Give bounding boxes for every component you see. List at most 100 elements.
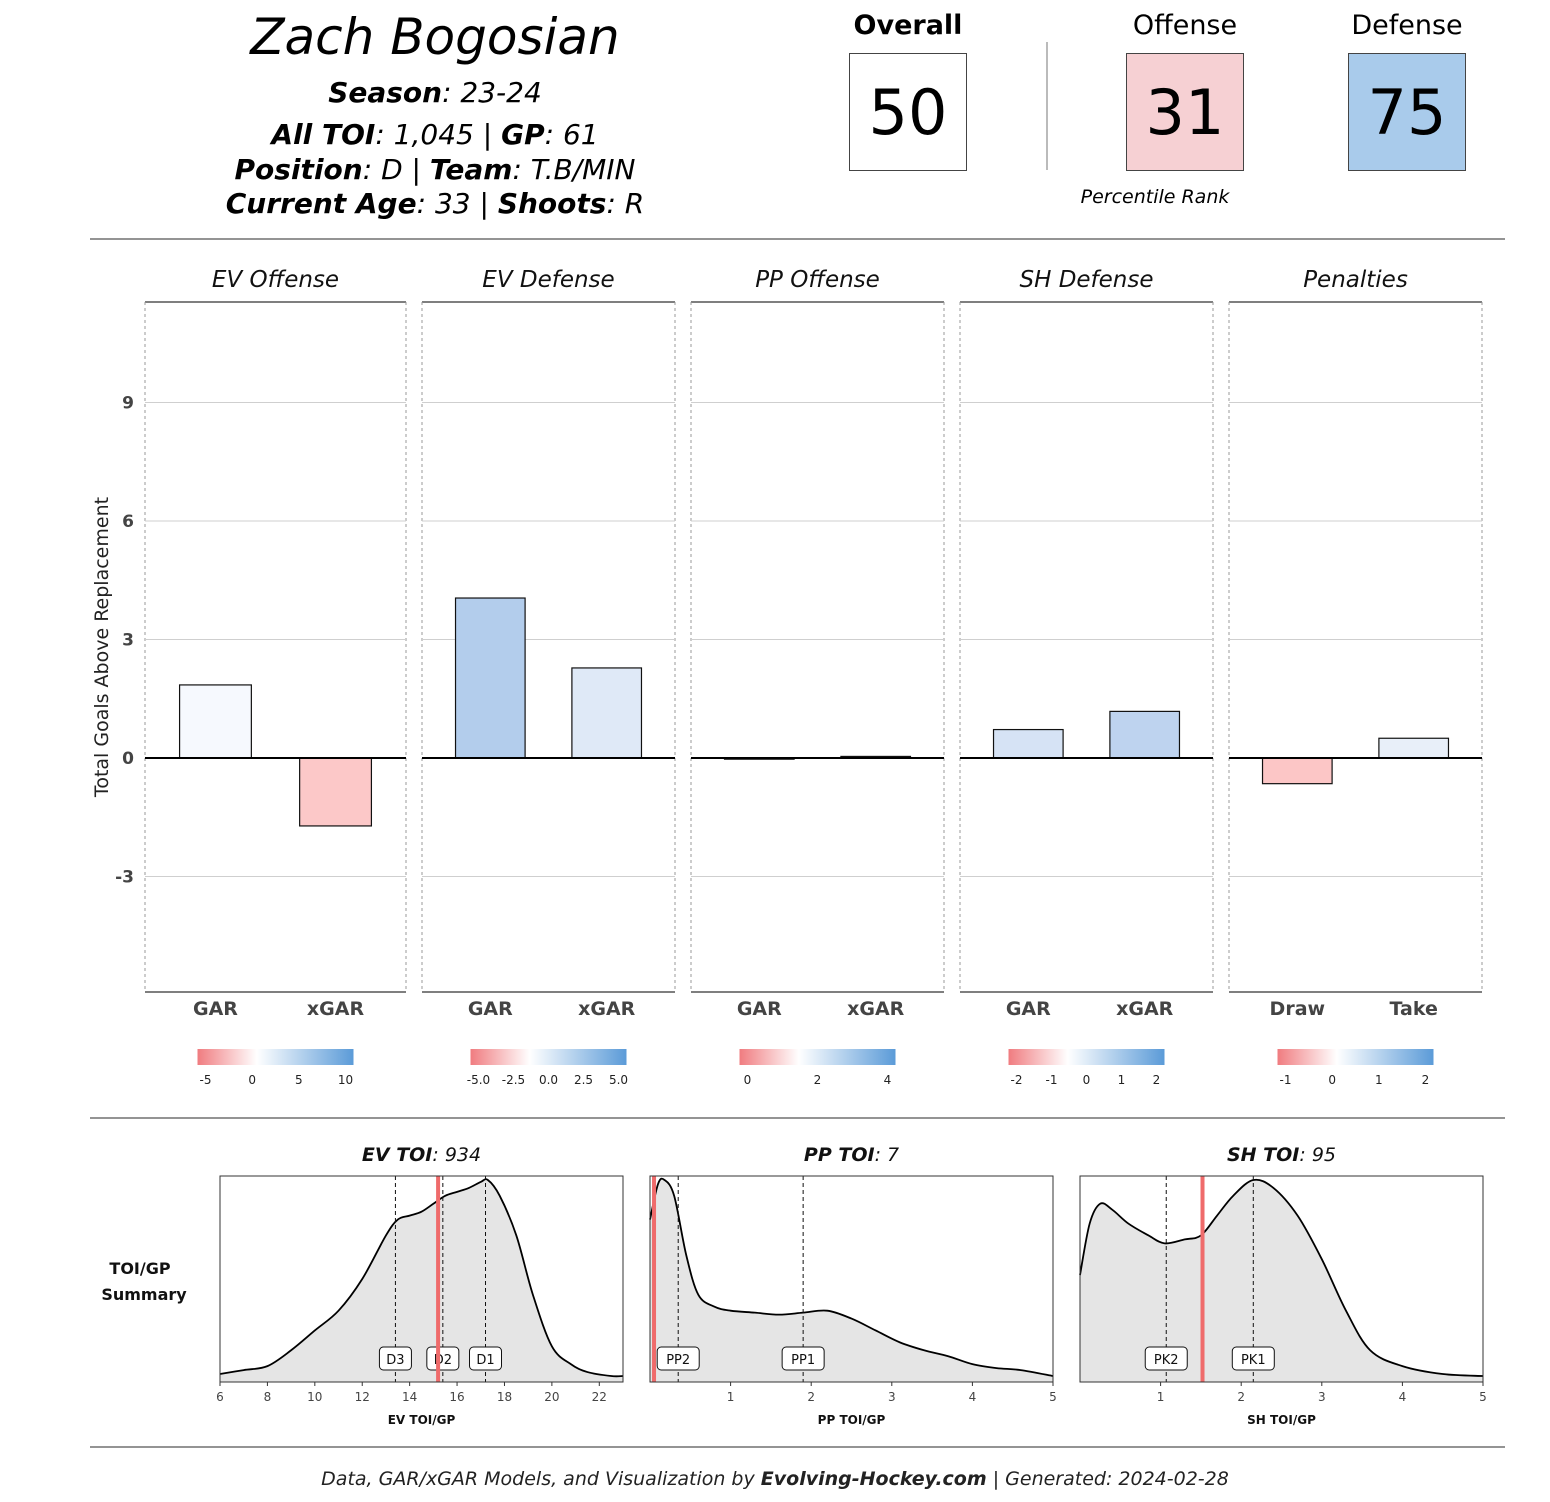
toi-marker-label: PP1 [791,1353,815,1368]
legend-tick-label: 2 [1422,1073,1430,1087]
density-area [650,1178,1053,1382]
bar-xgar [299,757,373,827]
x-tick-label: xGAR [1116,998,1174,1020]
defense-label: Defense [1351,10,1463,41]
legend-tick-label: -1 [1046,1073,1058,1087]
density-area [220,1179,623,1382]
x-tick-label: 5 [1049,1390,1057,1404]
y-axis-label: Total Goals Above Replacement [91,497,113,798]
footer-prefix: Data, GAR/xGAR Models, and Visualization… [321,1468,761,1490]
bar-gar [178,684,252,759]
color-legend-bar [1277,1049,1434,1065]
legend-tick-label: -1 [1280,1073,1292,1087]
x-tick-label: Take [1390,998,1438,1020]
x-axis-label: SH TOI/GP [1247,1413,1316,1427]
offense-score: 31 [1126,53,1244,171]
legend-tick-label: -5 [200,1073,212,1087]
team-label: Team [429,153,513,186]
toi-marker-label: D1 [476,1353,494,1368]
shoots-label: Shoots [497,187,607,220]
percentile-rank-label: Percentile Rank [1080,186,1230,208]
footer-credit: Data, GAR/xGAR Models, and Visualization… [0,1468,1550,1490]
legend-tick-label: 2 [814,1073,822,1087]
x-tick-label: 4 [1399,1390,1407,1404]
age-line: Current Age: 33 | Shoots: R [225,187,645,220]
y-tick-label: 3 [122,631,134,651]
bar-take [1378,737,1450,759]
footer-site[interactable]: Evolving-Hockey.com [760,1468,987,1490]
legend-tick-label: 5.0 [609,1073,628,1087]
toi-marker-box [1231,1346,1275,1371]
gar-chart: Total Goals Above Replacement -3 0 3 6 9 EV Of… [91,267,1483,1087]
bar-gar [454,597,526,759]
legend-tick-label: 1 [1118,1073,1126,1087]
toi-marker-label: PK1 [1241,1353,1266,1368]
legend-tick-label: 0 [1328,1073,1336,1087]
ratings-divider [1046,42,1048,170]
season-value: 23-24 [460,76,542,109]
row-label: TOI/GP [109,1259,170,1278]
x-tick-label: 2 [807,1390,815,1404]
toi-panel: PP TOI: 7 PP2 PP1 1 2 3 4 5 PP TOI/GP [649,1144,1057,1427]
legend-tick-label: -2.5 [502,1073,525,1087]
panel-title: PP Offense [755,267,880,293]
color-legend-bar [1008,1049,1165,1065]
overall-score: 50 [849,53,967,171]
x-tick-label: GAR [468,998,513,1020]
toi-panel-title: EV TOI: 934 [362,1144,481,1166]
position-label: Position [234,153,363,186]
x-tick-label: xGAR [847,998,905,1020]
density-area [1080,1179,1483,1382]
toi-marker-box [378,1346,412,1371]
gar-panel: Penalties Draw Take -1 0 1 2 [1228,267,1483,1087]
x-tick-label: Draw [1270,998,1326,1020]
x-tick-label: 10 [307,1390,322,1404]
x-tick-label: 3 [1318,1390,1326,1404]
density-line [219,1178,624,1378]
toi-marker-box [1144,1346,1188,1371]
color-legend-bar [470,1049,627,1065]
y-tick-label: 9 [122,394,134,414]
separator: | [482,118,493,151]
footer-suffix: | Generated: 2024-02-28 [986,1468,1229,1490]
position-value: D [381,153,403,186]
legend-tick-label: 5 [295,1073,303,1087]
age-value: 33 [434,187,471,220]
bar-xgar [571,667,643,759]
gar-panel: SH Defense GAR xGAR -2 -1 0 1 2 [959,267,1214,1087]
density-line [1079,1178,1484,1377]
toi-marker-label: PK2 [1154,1353,1179,1368]
team-value: T.B/MIN [530,153,636,186]
legend-tick-label: 0 [744,1073,752,1087]
x-tick-label: GAR [737,998,782,1020]
offense-label: Offense [1132,10,1238,41]
x-tick-label: xGAR [307,998,365,1020]
toi-marker-box [656,1346,700,1371]
x-tick-label: 2 [1237,1390,1245,1404]
toi-panel-frame [649,1175,1054,1383]
legend-tick-label: 1 [1375,1073,1383,1087]
separator: | [411,153,421,186]
season-line: Season: 23-24 [328,76,542,109]
gp-value: 61 [562,118,599,151]
x-tick-label: 22 [592,1390,607,1404]
toi-marker-box [469,1346,503,1371]
bar-xgar [1109,710,1181,759]
bar-draw [1261,757,1333,785]
toi-panel: SH TOI: 95 PK2 PK1 1 2 3 4 5 SH TOI/GP [1079,1144,1487,1427]
toi-title-value: : 7 [875,1144,900,1166]
x-tick-label: xGAR [578,998,636,1020]
x-tick-label: 14 [402,1390,417,1404]
legend-tick-label: 0 [248,1073,256,1087]
x-tick-label: 20 [544,1390,559,1404]
legend-tick-label: 4 [884,1073,892,1087]
bar-gar [992,728,1064,759]
toi-title-label: EV TOI [362,1144,432,1166]
y-tick-label: 0 [122,749,134,769]
position-line: Position: D | Team: T.B/MIN [234,153,636,186]
x-tick-label: 4 [969,1390,977,1404]
color-legend-bar [197,1049,354,1065]
toi-marker-label: D3 [386,1353,404,1368]
